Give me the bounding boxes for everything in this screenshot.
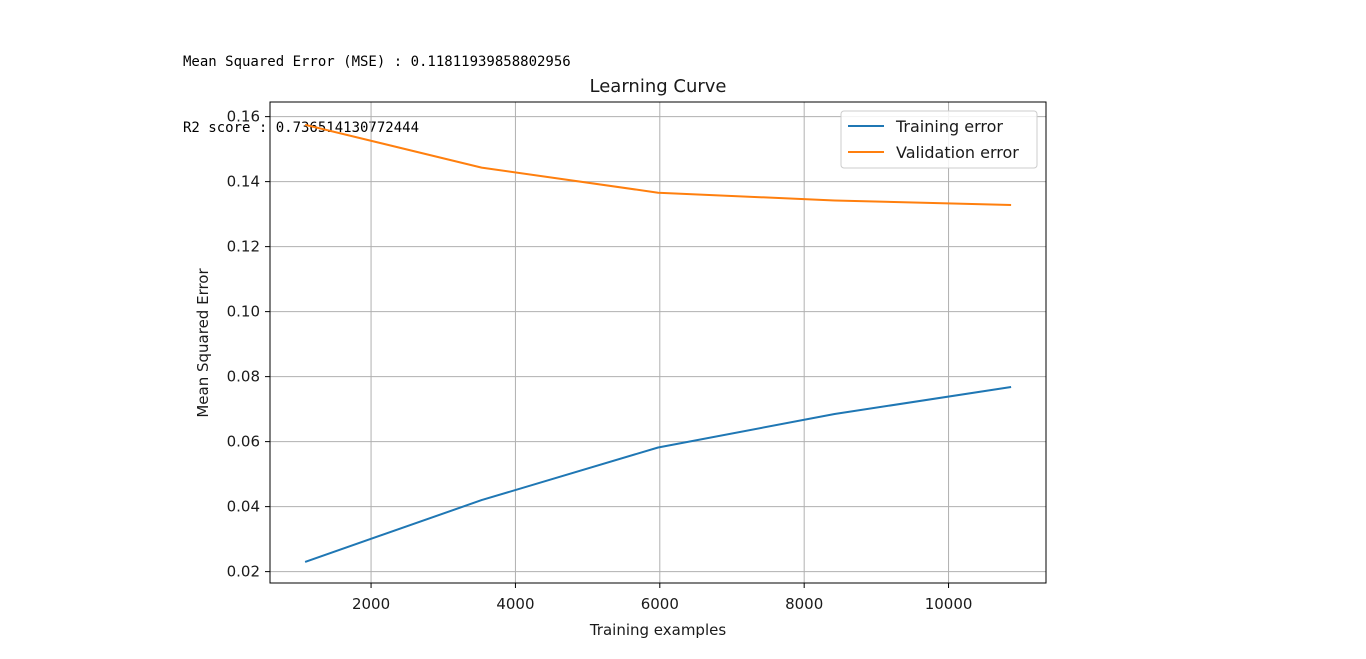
y-tick-label: 0.02 xyxy=(227,563,260,581)
x-tick-label: 10000 xyxy=(925,595,973,613)
series-lines xyxy=(304,123,1012,563)
y-tick-label: 0.16 xyxy=(227,108,260,126)
grid-lines xyxy=(270,102,1046,583)
axis-ticks: 2000 4000 6000 8000 10000 0.02 0.04 0.06 0.08 0.1… xyxy=(227,108,973,613)
y-tick-label: 0.10 xyxy=(227,303,260,321)
y-tick-label: 0.06 xyxy=(227,433,260,451)
y-tick-label: 0.12 xyxy=(227,238,260,256)
y-tick-label: 0.08 xyxy=(227,368,260,386)
chart-title: Learning Curve xyxy=(590,76,727,97)
y-tick-label: 0.04 xyxy=(227,498,260,516)
x-tick-label: 6000 xyxy=(641,595,679,613)
x-axis-label: Training examples xyxy=(589,621,727,639)
series-line-training-error xyxy=(304,386,1012,563)
x-tick-label: 4000 xyxy=(496,595,534,613)
plot-frame xyxy=(269,101,1047,584)
legend: Training error Validation error xyxy=(840,110,1038,169)
r2-output-line: R2 score : 0.736514130772444 xyxy=(183,120,420,136)
x-tick-label: 2000 xyxy=(352,595,390,613)
cell-output: Mean Squared Error (MSE) : 0.11811939858… xyxy=(183,7,571,161)
x-tick-label: 8000 xyxy=(785,595,823,613)
legend-box xyxy=(840,110,1038,169)
legend-label-training-error: Training error xyxy=(895,117,1003,136)
mse-output-line: Mean Squared Error (MSE) : 0.11811939858… xyxy=(183,54,571,70)
y-axis-label: Mean Squared Error xyxy=(194,268,212,418)
series-line-validation-error xyxy=(304,123,1012,206)
y-tick-label: 0.14 xyxy=(227,173,260,191)
legend-label-validation-error: Validation error xyxy=(896,143,1019,162)
